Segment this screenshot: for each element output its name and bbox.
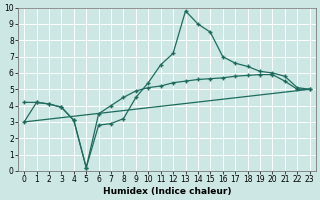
X-axis label: Humidex (Indice chaleur): Humidex (Indice chaleur) xyxy=(103,187,231,196)
